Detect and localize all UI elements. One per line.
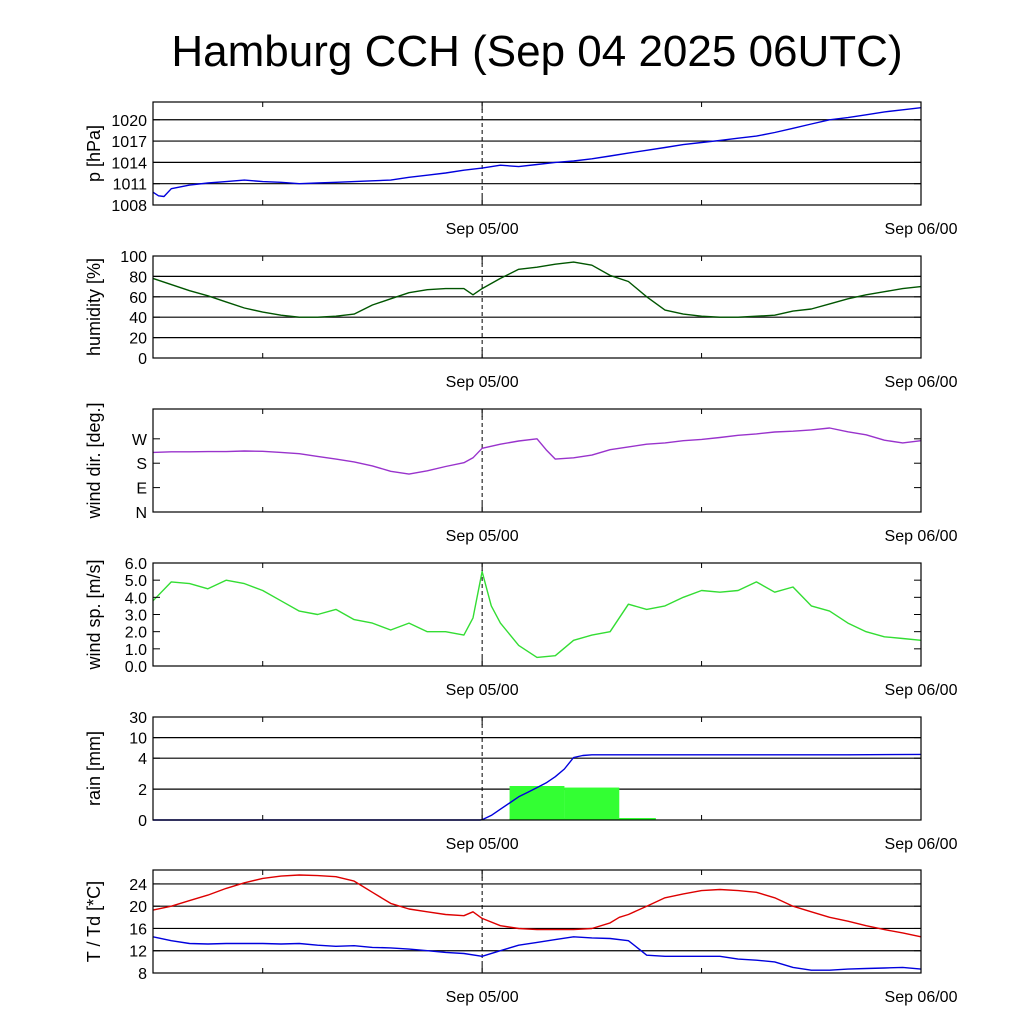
y-tick-label: 24 [129, 877, 147, 894]
panel-frame [152, 255, 922, 359]
panel-frame [152, 408, 922, 513]
x-tick-label: Sep 06/00 [885, 682, 958, 699]
x-tick-label: Sep 06/00 [885, 221, 958, 238]
y-tick-label: 1.0 [125, 642, 147, 659]
y-tick-label: 5.0 [125, 573, 147, 590]
y-tick-label: 6.0 [125, 556, 147, 573]
y-tick-label: 20 [129, 331, 147, 348]
y-tick-label: 3.0 [125, 608, 147, 625]
y-tick-label: S [136, 456, 147, 473]
y-tick-label: 12 [129, 944, 147, 961]
y-axis-label: wind sp. [m/s] [84, 559, 104, 670]
series-line-0 [152, 261, 922, 318]
panel-5: 8 12 16 20 24 Sep 05/00 Sep 06/00 T / Td [*C] [84, 869, 958, 1006]
series-line-0 [152, 107, 922, 198]
y-tick-label: 2.0 [125, 625, 147, 642]
y-axis-label: p [hPa] [84, 125, 104, 182]
series-line-1 [152, 936, 922, 971]
panel-frame [152, 101, 922, 206]
y-tick-label: 1014 [111, 155, 147, 172]
rain-bar [509, 786, 565, 820]
x-tick-label: Sep 05/00 [446, 989, 519, 1006]
x-tick-label: Sep 05/00 [446, 374, 519, 391]
y-tick-label: 2 [138, 782, 147, 799]
y-tick-label: 100 [120, 249, 147, 266]
panel-frame [152, 562, 922, 667]
y-tick-label: 40 [129, 310, 147, 327]
x-tick-label: Sep 05/00 [446, 682, 519, 699]
x-tick-label: Sep 06/00 [885, 374, 958, 391]
y-tick-label: 10 [129, 731, 147, 748]
x-tick-label: Sep 05/00 [446, 528, 519, 545]
y-axis-label: T / Td [*C] [84, 881, 104, 962]
y-tick-label: 16 [129, 921, 147, 938]
y-tick-label: 1008 [111, 198, 147, 215]
x-tick-label: Sep 06/00 [885, 989, 958, 1006]
x-tick-label: Sep 06/00 [885, 528, 958, 545]
y-tick-label: N [135, 505, 147, 522]
y-tick-label: 0 [138, 351, 147, 368]
panel-1: 0 20 40 60 80 100 Sep 05/00 Sep 06/00 humidity [… [84, 249, 958, 391]
y-tick-label: W [132, 432, 148, 449]
chart-title: Hamburg CCH (Sep 04 2025 06UTC) [171, 27, 902, 76]
y-tick-label: 4.0 [125, 590, 147, 607]
y-tick-label: 1011 [113, 177, 148, 194]
y-tick-label: 4 [138, 751, 147, 768]
series-line-0 [153, 753, 922, 821]
x-tick-label: Sep 05/00 [446, 221, 519, 238]
rain-bar [564, 787, 620, 820]
y-tick-label: E [136, 481, 147, 498]
panel-frame [152, 869, 922, 974]
y-axis-label: humidity [%] [84, 258, 104, 356]
y-tick-label: 0.0 [125, 659, 147, 676]
y-axis-label: wind dir. [deg.] [84, 402, 104, 519]
y-axis-label: rain [mm] [84, 731, 104, 806]
y-tick-label: 20 [129, 899, 147, 916]
y-tick-label: 60 [129, 290, 147, 307]
y-tick-label: 80 [129, 269, 147, 286]
y-tick-label: 1017 [111, 134, 147, 151]
panel-3: 0.01.02.03.04.05.06.0 Sep 05/00 Sep 06/00 w… [84, 556, 958, 699]
panel-0: 1008 1011 1014 1017 1020 Sep 05/00 Sep 06/00 p … [84, 101, 958, 238]
series-line-0 [152, 427, 922, 475]
x-tick-label: Sep 06/00 [885, 836, 958, 853]
panel-frame [152, 716, 922, 821]
series-line-0 [152, 570, 922, 659]
y-tick-label: 1020 [111, 113, 147, 130]
y-tick-label: 8 [138, 966, 147, 983]
y-tick-label: 0 [138, 813, 147, 830]
panel-4: 0 2 4 10 30 Sep 05/00 Sep 06/00 rain [mm] [84, 710, 958, 853]
series-line-0 [152, 874, 922, 938]
x-tick-label: Sep 05/00 [446, 836, 519, 853]
y-tick-label: 30 [129, 710, 147, 727]
